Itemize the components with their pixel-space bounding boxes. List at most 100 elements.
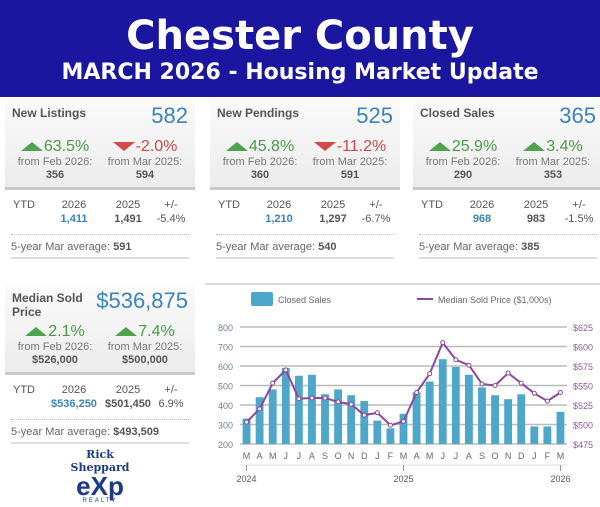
change-value: 353 — [543, 169, 563, 181]
logo-sub: REALTY — [82, 498, 118, 504]
x-tick: M — [269, 451, 277, 461]
y-left-tick: 300 — [218, 421, 233, 431]
change-label: from Mar 2025: — [515, 156, 591, 168]
panel-summary: New Listings 582 63.5% from Feb 2026: 35… — [5, 100, 195, 190]
arrow-up-icon — [25, 327, 48, 337]
change-block: 45.8% from Feb 2026: 360 — [215, 138, 305, 182]
y-right-tick: $600 — [573, 343, 593, 353]
stat-panel: Closed Sales 365 25.9% from Feb 2026: 29… — [413, 100, 600, 259]
change-label: from Mar 2025: — [107, 341, 183, 353]
x-tick: F — [388, 451, 394, 461]
ytd-diff: -6.7% — [361, 213, 391, 225]
point-median-price — [348, 401, 354, 407]
arrow-up-icon — [20, 142, 43, 152]
ytd-year-prior: 2025 — [523, 199, 549, 211]
year-label: 2026 — [550, 474, 570, 484]
ytd-value-current: 1,411 — [60, 213, 88, 225]
panel-value: 365 — [559, 103, 596, 128]
point-median-price — [257, 406, 263, 412]
x-tick: M — [557, 451, 565, 461]
arrow-up-icon — [428, 142, 451, 152]
ytd-diff-label: +/- — [164, 199, 178, 211]
x-tick: S — [479, 451, 485, 461]
point-median-price — [479, 381, 485, 387]
ytd-value-current: 968 — [472, 213, 492, 225]
ytd-value-prior: 983 — [526, 213, 546, 225]
arrow-up-icon — [225, 142, 248, 152]
y-right-tick: $475 — [573, 440, 593, 450]
bar-closed-sales — [399, 413, 408, 444]
ytd-value-prior: 1,297 — [319, 213, 347, 225]
ytd-year-current: 2026 — [61, 199, 87, 211]
panel-summary: Closed Sales 365 25.9% from Feb 2026: 29… — [413, 100, 600, 190]
y-left-tick: 500 — [218, 382, 233, 392]
ytd-row: YTD 2026 1,210 2025 1,297 +/- -6.7% — [216, 190, 394, 235]
bar-closed-sales — [308, 374, 316, 444]
x-tick: J — [375, 451, 380, 461]
change-block: 3.4% from Mar 2025: 353 — [508, 138, 598, 182]
panel-value: 525 — [356, 103, 393, 128]
bar-closed-sales — [451, 366, 460, 444]
x-tick: N — [348, 451, 355, 461]
y-left-tick: 700 — [218, 343, 233, 353]
point-median-price — [505, 370, 511, 376]
average-label: 5-year Mar average: — [11, 241, 111, 253]
x-tick: J — [440, 451, 445, 461]
point-median-price — [531, 390, 537, 396]
change-block: -11.2% from Mar 2025: 591 — [305, 138, 395, 182]
point-median-price — [492, 383, 498, 388]
ytd-label: YTD — [13, 384, 35, 396]
stat-panel: Median Sold Price $536,875 2.1% from Feb… — [5, 285, 195, 444]
arrow-down-icon — [112, 142, 135, 152]
panel-title: New Pendings — [217, 106, 300, 120]
bar-closed-sales — [294, 375, 303, 444]
point-median-price — [557, 390, 563, 396]
bar-closed-sales — [255, 397, 264, 444]
bar-closed-sales — [491, 395, 499, 444]
point-median-price — [361, 412, 367, 418]
point-median-price — [374, 410, 380, 416]
y-right-tick: $550 — [573, 382, 593, 392]
bar-closed-sales — [373, 420, 382, 444]
ytd-year-current: 2026 — [266, 199, 292, 211]
point-median-price — [440, 340, 446, 346]
x-tick: A — [414, 451, 420, 461]
panel-title: Median Sold Price — [12, 291, 83, 319]
change-value: $500,000 — [122, 354, 168, 366]
rick-sheppard-exp-logo: Rick Sheppard eXp REALTY — [60, 448, 140, 504]
ytd-row: YTD 2026 1,411 2025 1,491 +/- -5.4% — [11, 190, 189, 235]
bar-closed-sales — [412, 392, 421, 444]
change-value: 290 — [453, 169, 473, 181]
five-year-average: 5-year Mar average: 591 — [11, 235, 189, 259]
change-percent: -11.2% — [336, 138, 387, 155]
legend-closed-sales: Closed Sales — [278, 295, 332, 305]
change-percent: 3.4% — [546, 138, 583, 155]
ytd-value-current: $536,250 — [51, 398, 97, 410]
point-median-price — [544, 398, 550, 404]
ytd-year-current: 2026 — [469, 199, 495, 211]
closed-sales-price-chart: 800 $625 700 $600 600 $575 500 $550 400 $525 300 $5… — [205, 283, 600, 502]
point-median-price — [335, 399, 341, 405]
x-tick: M — [400, 451, 408, 461]
x-tick: J — [532, 451, 537, 461]
x-tick: M — [426, 451, 434, 461]
ytd-diff: -1.5% — [564, 213, 594, 225]
change-block: 63.5% from Feb 2026: 356 — [10, 138, 100, 182]
x-tick: F — [545, 451, 551, 461]
panel-title: New Listings — [12, 106, 87, 120]
logo-name: Rick Sheppard — [70, 448, 130, 474]
arrow-up-icon — [115, 327, 138, 337]
ytd-label: YTD — [13, 199, 35, 211]
y-left-tick: 200 — [218, 440, 233, 450]
five-year-average: 5-year Mar average: 540 — [216, 235, 394, 259]
bar-closed-sales — [347, 395, 356, 444]
bar-closed-sales — [386, 428, 395, 444]
chart-svg: 800 $625 700 $600 600 $575 500 $550 400 $525 300 $5… — [218, 292, 593, 484]
five-year-average: 5-year Mar average: $493,509 — [11, 420, 189, 444]
panel-summary: New Pendings 525 45.8% from Feb 2026: 36… — [210, 100, 400, 190]
bar-closed-sales — [242, 418, 251, 444]
bar-closed-sales — [543, 426, 552, 444]
x-tick: D — [518, 451, 525, 461]
ytd-value-prior: $501,450 — [105, 398, 151, 410]
point-median-price — [322, 395, 328, 401]
